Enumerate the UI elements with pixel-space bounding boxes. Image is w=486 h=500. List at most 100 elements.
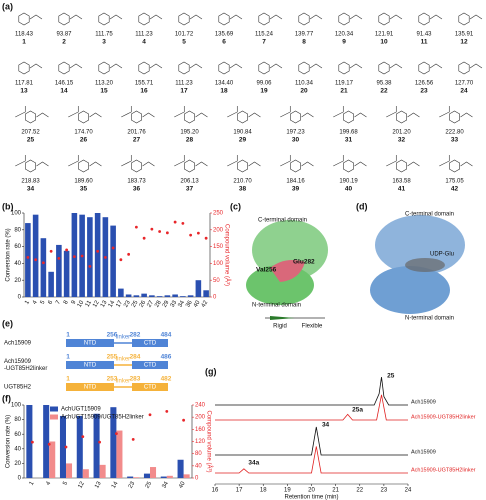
structure-label: C-terminal domain [405,212,454,218]
compound-id: 39 [292,186,300,193]
structure [15,106,26,118]
y-tick-label: 80 [14,417,21,423]
panel-label: (f) [2,393,11,403]
structure [174,155,185,167]
structure-label: N-terminal domain [405,316,454,322]
residue-number: 482 [161,376,172,383]
linker-label: linker [116,357,130,363]
structure [333,106,344,118]
x-tick-label: 4 [32,299,39,305]
y-tick-label: 80 [14,227,21,233]
compound-volume: 126.56 [415,81,434,87]
compound-id: 27 [133,137,141,144]
volume-dot [103,255,107,259]
compound-id: 3 [102,39,106,46]
volume-dot [127,252,131,256]
x-tick-label: 42 [201,299,210,308]
structure [418,61,443,75]
compound-volume: 222.80 [445,130,464,136]
structure [378,61,403,75]
y-tick-label: 20 [14,461,21,467]
panel-label: (b) [2,201,14,211]
structure [178,12,203,26]
y2-tick-label: 40 [195,463,202,469]
legend-label: AchUGT15909 [61,407,101,413]
bar [94,213,101,297]
structure-label: UDP-Glu [430,252,454,258]
x-tick-label: 12 [77,480,86,489]
compound-id: 24 [460,88,468,95]
structure [218,61,243,75]
x-tick-label: 19 [284,488,291,494]
trace-label: Ach15909 [411,449,436,455]
compound-volume: 163.58 [392,179,411,185]
volume-dot [57,256,61,260]
domain-label: CTD [144,385,157,391]
compound-volume: 206.13 [180,179,199,185]
structure [458,12,483,26]
compound-volume: 117.81 [15,81,34,87]
structure [58,61,83,75]
structure [386,155,397,167]
x-tick-label: 6 [47,299,54,305]
x-tick-label: 5 [62,480,69,486]
compound-id: 6 [222,39,226,46]
volume-dot [204,236,208,240]
compound-id: 8 [302,39,306,46]
bar [156,296,163,297]
compound-id: 11 [421,39,428,46]
structure [178,61,203,75]
x-tick-label: 13 [100,299,109,308]
peak-label: 25 [387,373,395,380]
volume-dot [64,445,68,449]
trace [215,446,408,474]
bar [59,415,66,478]
compound-id: 9 [342,39,346,46]
structure [386,106,397,118]
compound-id: 22 [380,88,388,95]
volume-dot [111,246,115,250]
x-tick-label: 14 [108,299,117,308]
ntd-block [66,361,114,369]
residue-number: 255 [107,354,118,361]
peak-label: 25a [352,407,363,414]
x-tick-label: 24 [405,488,412,494]
ligand-density [405,258,445,272]
residue-number: 1 [66,354,70,361]
compound-volume: 197.23 [286,130,305,136]
volume-dot [196,231,200,235]
compound-volume: 190.84 [233,130,252,136]
protein-d [370,215,465,314]
panel-label: (e) [2,318,13,328]
domain-label: NTD [84,341,97,347]
compound-id: 2 [62,39,66,46]
x-tick-label: 14 [111,480,120,489]
bar [93,413,100,478]
volume-dot [182,418,186,422]
y2-tick-label: 50 [213,278,220,284]
structure [449,159,473,173]
structure [338,61,363,75]
x-tick-label: 29 [162,299,171,308]
compound-id: 30 [292,137,300,144]
structure [298,12,323,26]
x-tick-label: 4 [45,480,52,486]
trace [215,394,408,421]
construct-name: Ach15909 [4,341,32,347]
structure [121,106,132,118]
structure [338,12,363,26]
compound-id: 1 [22,39,26,46]
structure [343,110,367,124]
x-tick-label: 28 [154,299,163,308]
compound-volume: 115.24 [255,32,274,38]
y2-tick-label: 150 [213,244,224,250]
volume-dot [150,227,154,231]
compound-volume: 207.52 [21,130,40,136]
residue-number: 256 [107,332,118,339]
structure [237,110,261,124]
construct-name: UGT85H2 [4,385,32,391]
bar [183,474,190,478]
compound-volume: 134.40 [215,81,234,87]
structure [237,159,261,173]
